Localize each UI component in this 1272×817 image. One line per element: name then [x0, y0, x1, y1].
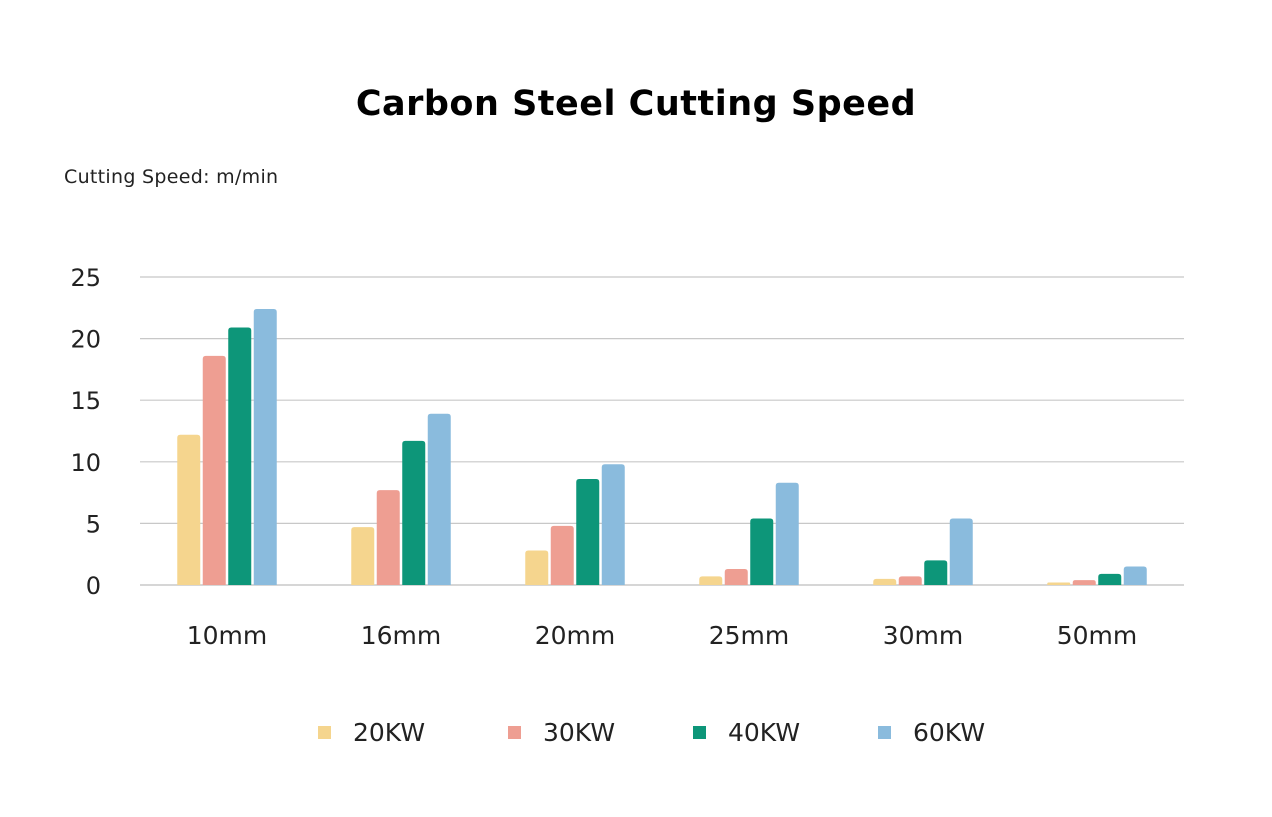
x-tick-label: 16mm	[361, 621, 442, 650]
bar-30kw-25mm	[724, 568, 748, 585]
bar-40kw-25mm	[750, 518, 774, 585]
bar-60kw-20mm	[601, 464, 625, 585]
legend-swatch-20kw	[318, 725, 331, 739]
bar-40kw-16mm	[402, 440, 426, 585]
legend-label-60kw: 60KW	[913, 717, 986, 747]
y-tick-label: 5	[86, 510, 101, 538]
legend-label-30kw: 30KW	[543, 717, 616, 747]
legend-item-60kw: 60KW	[878, 714, 985, 750]
bar-60kw-30mm	[949, 518, 973, 585]
y-axis-unit-label: Cutting Speed: m/min	[64, 166, 279, 188]
legend-swatch-40kw	[693, 725, 706, 739]
x-tick-label: 25mm	[709, 621, 790, 650]
bar-30kw-16mm	[376, 490, 400, 585]
legend-swatch-60kw	[878, 725, 891, 739]
legend-item-30kw: 30KW	[508, 714, 615, 750]
legend-swatch-30kw	[508, 725, 521, 739]
y-tick-label: 10	[70, 449, 101, 477]
x-tick-label: 30mm	[883, 621, 964, 650]
bar-40kw-50mm	[1098, 573, 1122, 585]
y-tick-label: 20	[70, 326, 101, 354]
bar-60kw-16mm	[427, 413, 451, 585]
bar-30kw-10mm	[202, 355, 226, 585]
y-tick-label: 25	[70, 264, 101, 292]
y-tick-label: 15	[70, 387, 101, 415]
bar-20kw-20mm	[525, 550, 549, 585]
bar-30kw-30mm	[898, 576, 922, 585]
x-tick-label: 20mm	[535, 621, 616, 650]
chart-title: Carbon Steel Cutting Speed	[355, 84, 917, 124]
bar-60kw-10mm	[253, 309, 277, 585]
bar-40kw-20mm	[576, 479, 600, 585]
legend-item-20kw: 20KW	[318, 714, 425, 750]
bar-20kw-10mm	[177, 434, 201, 585]
x-tick-label: 50mm	[1057, 621, 1138, 650]
y-tick-label: 0	[86, 572, 101, 600]
legend-item-40kw: 40KW	[693, 714, 800, 750]
bar-40kw-10mm	[228, 327, 252, 585]
bar-60kw-50mm	[1123, 566, 1147, 585]
bar-20kw-50mm	[1047, 582, 1071, 585]
chart-legend: 20KW 30KW 40KW 60KW	[0, 714, 1272, 754]
bar-30kw-20mm	[550, 525, 574, 585]
bar-60kw-25mm	[775, 482, 799, 585]
legend-label-40kw: 40KW	[728, 717, 801, 747]
bar-40kw-30mm	[924, 560, 948, 585]
legend-label-20kw: 20KW	[353, 717, 426, 747]
x-tick-label: 10mm	[187, 621, 268, 650]
bar-20kw-25mm	[699, 576, 723, 585]
bar-30kw-50mm	[1072, 580, 1096, 585]
bar-20kw-16mm	[351, 527, 375, 585]
bar-chart: 0 5 10 15 20 25 10mm 16mm 20mm 25mm 30mm 50mm	[70, 264, 1184, 650]
bar-20kw-30mm	[873, 578, 897, 585]
